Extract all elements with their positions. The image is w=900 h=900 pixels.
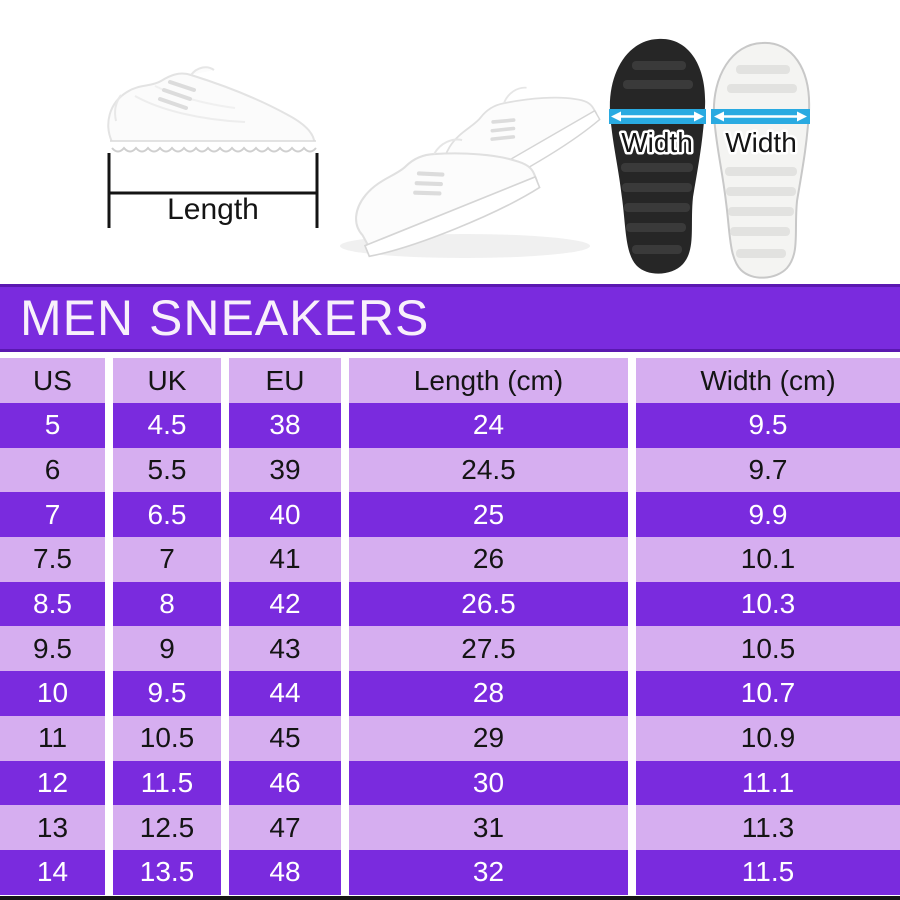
table-row-cell: 8 [113,581,221,627]
width-arrow-right [711,109,810,124]
table-header-row: US UK EU Length (cm) Width (cm) [0,358,900,403]
table-row-cell: 40 [229,492,341,538]
table-row-cell: 26.5 [349,581,628,627]
table-row-cell: 11.3 [636,805,900,850]
table-row-cell: 9.5 [113,671,221,716]
table-row-cell: 28 [349,671,628,716]
table-row-cell: 11 [0,715,105,761]
width-label-white-sole: Width [725,127,797,158]
table-row: 12 11.5 46 30 11.1 [0,760,900,806]
bottom-border [0,895,900,900]
table-row: 5 4.5 38 24 9.5 [0,403,900,448]
side-sneaker-image [107,66,317,153]
table-row-cell: 10.3 [636,581,900,627]
table-row-cell: 14 [0,849,105,895]
table-row-cell: 12 [0,760,105,806]
table-row-cell: 12.5 [113,805,221,850]
table-row-cell: 6 [0,447,105,493]
table-row-cell: 47 [229,805,341,850]
table-row-cell: 27.5 [349,626,628,672]
table-row-cell: 45 [229,715,341,761]
black-sole-image [609,38,706,274]
page-title: MEN SNEAKERS [20,290,430,346]
table-row: 9.5 9 43 27.5 10.5 [0,626,900,672]
table-row-cell: 29 [349,715,628,761]
table-row-cell: 30 [349,760,628,806]
table-row-cell: 9.5 [0,626,105,672]
table-row-cell: 32 [349,849,628,895]
table-row-cell: 10.7 [636,671,900,716]
table-row-cell: 9.7 [636,447,900,493]
table-row-cell: 24.5 [349,447,628,493]
table-row-cell: 31 [349,805,628,850]
table-row: 7 6.5 40 25 9.9 [0,492,900,538]
table-row-cell: 48 [229,849,341,895]
hero-illustration: Length [107,38,811,279]
table-row: 11 10.5 45 29 10.9 [0,715,900,761]
hero-section: Length [0,0,900,284]
white-sole-image [712,41,811,279]
table-row-cell: 44 [229,671,341,716]
table-row-cell: 5.5 [113,447,221,493]
table-row-cell: 24 [349,403,628,448]
table-row-cell: 10.5 [636,626,900,672]
table-row: 8.5 8 42 26.5 10.3 [0,581,900,627]
sneaker-pair-image [340,59,605,263]
table-header-row-cell: UK [113,358,221,403]
table-row-cell: 7.5 [0,537,105,582]
table-row-cell: 13 [0,805,105,850]
table-row-cell: 42 [229,581,341,627]
table-row-cell: 41 [229,537,341,582]
table-row-cell: 43 [229,626,341,672]
table-row: 10 9.5 44 28 10.7 [0,671,900,716]
table-row-cell: 7 [0,492,105,538]
table-row-cell: 9.9 [636,492,900,538]
width-arrow-left [609,109,706,124]
table-row-cell: 6.5 [113,492,221,538]
table-row-cell: 9 [113,626,221,672]
table-row-cell: 13.5 [113,849,221,895]
table-row-cell: 11.5 [113,760,221,806]
width-label-black-sole: Width [621,127,693,158]
table-row-cell: 25 [349,492,628,538]
table-row-cell: 9.5 [636,403,900,448]
table-header-row-cell: Width (cm) [636,358,900,403]
table-row-cell: 7 [113,537,221,582]
table-row: 14 13.5 48 32 11.5 [0,849,900,895]
table-row-cell: 10.9 [636,715,900,761]
table-row: 6 5.5 39 24.5 9.7 [0,447,900,493]
table-row-cell: 10 [0,671,105,716]
table-header-row-cell: Length (cm) [349,358,628,403]
table-header-row-cell: US [0,358,105,403]
table-row-cell: 10.5 [113,715,221,761]
table-header-row-cell: EU [229,358,341,403]
table-row-cell: 46 [229,760,341,806]
length-bracket [107,153,319,228]
table-row-cell: 10.1 [636,537,900,582]
table-row-cell: 8.5 [0,581,105,627]
chart-title-banner: MEN SNEAKERS [0,284,900,352]
table-row-cell: 5 [0,403,105,448]
length-label: Length [167,193,259,226]
table-row: 7.5 7 41 26 10.1 [0,537,900,582]
table-row-cell: 4.5 [113,403,221,448]
table-row: 13 12.5 47 31 11.3 [0,805,900,850]
table-row-cell: 38 [229,403,341,448]
table-row-cell: 26 [349,537,628,582]
table-row-cell: 11.5 [636,849,900,895]
table-row-cell: 11.1 [636,760,900,806]
size-table: US UK EU Length (cm) Width (cm) 5 4.5 38 24 9.5 6 5… [0,358,900,895]
table-row-cell: 39 [229,447,341,493]
